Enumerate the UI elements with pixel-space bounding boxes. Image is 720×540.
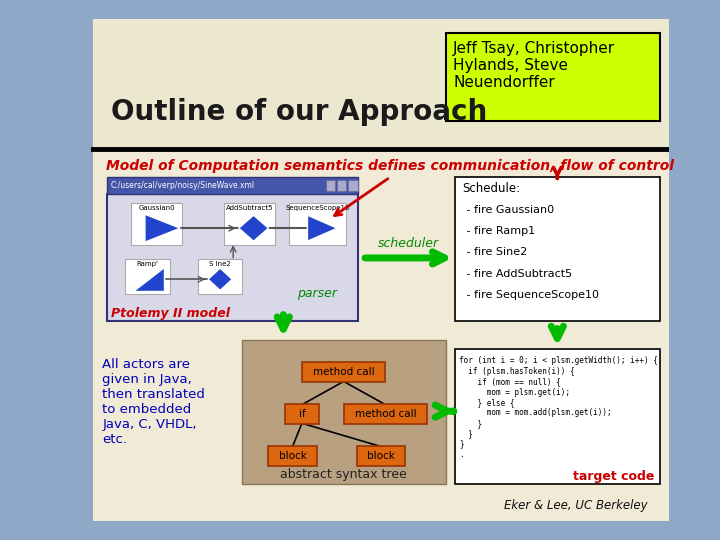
Text: Schedule:: Schedule: xyxy=(462,182,521,195)
Bar xyxy=(107,194,358,321)
Bar xyxy=(446,33,660,122)
FancyBboxPatch shape xyxy=(285,404,319,424)
Text: All actors are
given in Java,
then translated
to embedded
Java, C, VHDL,
etc.: All actors are given in Java, then trans… xyxy=(102,358,205,446)
FancyBboxPatch shape xyxy=(302,362,385,382)
Text: target code: target code xyxy=(574,470,655,483)
Text: - fire SequenceScope10: - fire SequenceScope10 xyxy=(462,290,598,300)
Text: SequenceScope10: SequenceScope10 xyxy=(285,205,350,211)
Bar xyxy=(107,177,358,194)
Bar xyxy=(93,19,669,521)
Polygon shape xyxy=(132,267,164,292)
Text: - fire Ramp1: - fire Ramp1 xyxy=(462,226,535,236)
Text: S ine2: S ine2 xyxy=(210,261,231,267)
Polygon shape xyxy=(307,215,337,241)
Bar xyxy=(348,180,358,191)
Bar xyxy=(198,259,243,294)
Text: Ramp': Ramp' xyxy=(137,261,158,267)
Text: Outline of our Approach: Outline of our Approach xyxy=(112,98,487,126)
Text: parser: parser xyxy=(297,287,337,300)
Text: Jeff Tsay, Christopher
Hylands, Steve
Neuendorffer: Jeff Tsay, Christopher Hylands, Steve Ne… xyxy=(454,40,616,90)
Text: abstract syntax tree: abstract syntax tree xyxy=(280,468,407,481)
Bar xyxy=(93,19,669,149)
Text: for (int i = 0; i < plsm.getWidth(); i++) {
  if (plsm.hasToken(i)) {
    if (mo: for (int i = 0; i < plsm.getWidth(); i++… xyxy=(459,356,658,459)
Text: method call: method call xyxy=(355,409,416,419)
Text: scheduler: scheduler xyxy=(378,237,439,249)
Bar xyxy=(337,180,346,191)
Text: method call: method call xyxy=(313,367,374,377)
Bar xyxy=(0,19,93,521)
Bar xyxy=(455,349,660,484)
Text: Gaussian0: Gaussian0 xyxy=(138,205,175,211)
Bar xyxy=(131,203,182,245)
Text: Eker & Lee, UC Berkeley: Eker & Lee, UC Berkeley xyxy=(504,498,648,511)
Text: Ptolemy II model: Ptolemy II model xyxy=(112,307,230,320)
Text: - fire AddSubtract5: - fire AddSubtract5 xyxy=(462,269,572,279)
Text: - fire Gaussian0: - fire Gaussian0 xyxy=(462,205,554,214)
Text: block: block xyxy=(279,451,307,461)
Bar xyxy=(241,340,446,484)
FancyBboxPatch shape xyxy=(269,446,317,466)
Bar xyxy=(289,203,346,245)
Bar xyxy=(455,177,660,321)
Text: block: block xyxy=(367,451,395,461)
FancyBboxPatch shape xyxy=(356,446,405,466)
Text: if: if xyxy=(299,409,305,419)
Bar xyxy=(326,180,336,191)
Polygon shape xyxy=(145,214,180,242)
Bar xyxy=(125,259,170,294)
Text: C:/users/cal/verp/noisy/SineWave.xml: C:/users/cal/verp/noisy/SineWave.xml xyxy=(111,181,255,190)
Text: - fire Sine2: - fire Sine2 xyxy=(462,247,527,258)
Polygon shape xyxy=(239,215,269,241)
FancyBboxPatch shape xyxy=(343,404,427,424)
Text: Model of Computation semantics defines communication, flow of control: Model of Computation semantics defines c… xyxy=(106,159,674,173)
Bar xyxy=(224,203,275,245)
Text: AddSubtract5: AddSubtract5 xyxy=(225,205,273,211)
Polygon shape xyxy=(208,268,233,291)
